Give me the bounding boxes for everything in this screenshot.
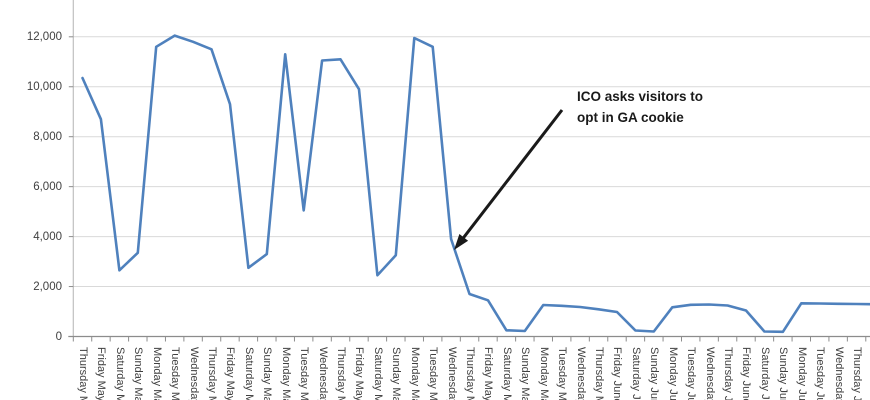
x-axis-label: Wednesday June 13 [832,347,845,400]
x-axis-label: Friday May 04 [95,347,108,400]
y-axis-label: 8,000 [33,130,62,143]
y-axis-label: 0 [55,330,62,343]
x-axis-label: Monday May 07 [150,347,163,400]
x-axis-label: Sunday May 06 [132,347,145,400]
x-axis-label: Wednesday May 23 [445,347,458,400]
x-axis-label: Saturday June 09 [758,347,771,400]
x-axis-label: Thursday June 07 [722,347,735,400]
y-axis-label: 12,000 [26,30,62,43]
x-axis-label: Monday June 11 [795,347,808,400]
x-axis-label: Sunday May 27 [519,347,532,400]
annotation-arrow-head [454,234,469,250]
x-axis-label: Thursday May 24 [464,347,477,400]
traffic-line [81,34,870,334]
x-axis-label: Friday May 18 [353,347,366,400]
x-axis-label: Friday June 01 [611,347,624,400]
y-axis-label: 2,000 [33,280,62,293]
x-axis-label: Saturday June 02 [629,347,642,400]
x-axis-label: Tuesday May 29 [556,347,569,400]
x-axis-label: Thursday May 31 [593,347,606,400]
x-axis-label: Saturday May 12 [242,347,255,400]
x-axis-label: Wednesday June 06 [703,347,716,400]
annotation-line-2: opt in GA cookie [577,110,684,125]
x-axis-label: Sunday May 20 [390,347,403,400]
x-axis-label: Friday June 08 [740,347,753,400]
x-axis-label: Tuesday June 05 [685,347,698,400]
x-axis-label: Wednesday May 16 [316,347,329,400]
annotation-line-1: ICO asks visitors to [577,89,704,104]
x-axis-label: Wednesday May 09 [187,347,200,400]
x-axis-label: Sunday June 03 [648,347,661,400]
x-axis-label: Thursday June 14 [851,347,864,400]
x-axis-label: Thursday May 17 [335,347,348,400]
x-axis-label: Sunday May 13 [261,347,274,400]
annotation-callout: ICO asks visitors to opt in GA cookie [577,86,703,128]
x-axis-label: Friday May 11 [224,347,237,400]
y-axis-label: 6,000 [33,180,62,193]
x-axis-label: Wednesday May 30 [574,347,587,400]
x-axis-label: Tuesday May 22 [427,347,440,400]
x-axis-label: Monday May 21 [408,347,421,400]
x-axis-label: Monday May 28 [537,347,550,400]
x-axis-label: Saturday May 05 [113,347,126,400]
x-axis-label: Thursday May 10 [206,347,219,400]
x-axis-label: Monday May 14 [279,347,292,400]
x-axis-label: Monday June 04 [666,347,679,400]
x-axis-label: Saturday May 26 [500,347,513,400]
y-axis-label: 4,000 [33,230,62,243]
x-axis-label: Thursday May 03 [77,347,89,400]
x-axis-label: Tuesday May 08 [169,347,182,400]
y-axis-label: 10,000 [26,80,62,93]
x-axis-label: Friday May 25 [482,347,495,400]
x-axis-label: Sunday June 10 [777,347,790,400]
annotation-arrow-shaft [461,109,564,240]
x-axis-label: Saturday May 19 [371,347,384,400]
x-axis-label: Tuesday June 12 [814,347,827,400]
x-axis-label: Tuesday May 15 [298,347,311,400]
